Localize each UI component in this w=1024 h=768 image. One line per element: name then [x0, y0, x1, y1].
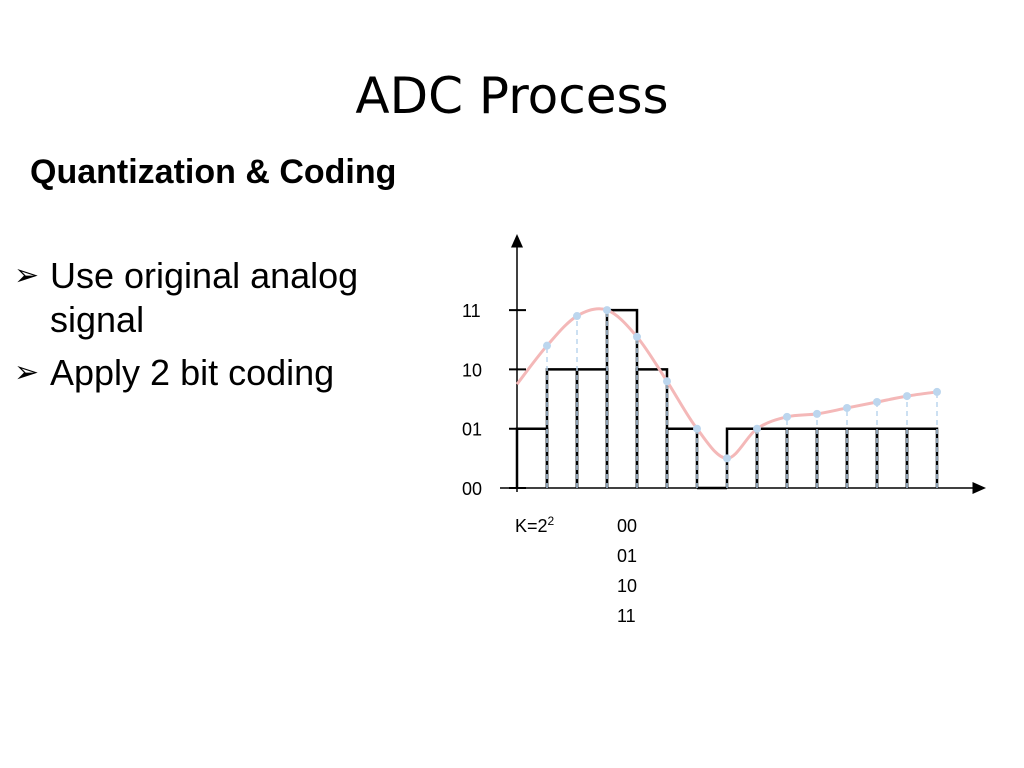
arrow-bullet-icon: ➢: [14, 258, 40, 293]
bullet-item: ➢ Use original analog signal: [14, 254, 414, 342]
sample-point: [543, 341, 551, 350]
quantized-bar: [785, 427, 819, 488]
code-list-item: 10: [617, 576, 637, 596]
k-label: K=22: [515, 514, 555, 536]
k-label-base: K=2: [515, 516, 548, 536]
sample-point: [753, 424, 761, 433]
sample-lines: [546, 310, 938, 488]
quantized-bar: [815, 427, 849, 488]
sample-point: [693, 424, 701, 433]
bullet-list: ➢ Use original analog signal ➢ Apply 2 b…: [14, 254, 414, 404]
y-tick-label: 10: [462, 360, 482, 380]
y-axis-ticks: 00 01 10 11: [462, 301, 526, 499]
y-tick-label: 00: [462, 479, 482, 499]
sample-point: [933, 387, 941, 396]
y-tick-label: 11: [462, 301, 481, 321]
quantized-bar: [635, 368, 669, 488]
sample-point: [873, 398, 881, 407]
sample-point: [843, 403, 851, 412]
bullet-text: Apply 2 bit coding: [50, 352, 335, 393]
sample-point: [723, 454, 731, 463]
section-subtitle: Quantization & Coding: [30, 153, 397, 191]
bullet-text: Use original analog signal: [50, 255, 359, 340]
sample-point: [603, 306, 611, 315]
sample-points: [543, 306, 941, 463]
bullet-item: ➢ Apply 2 bit coding: [14, 351, 414, 395]
quantized-bar: [845, 427, 879, 488]
code-list: 00 01 10 11: [617, 516, 637, 626]
sample-point: [663, 377, 671, 386]
y-tick-label: 01: [462, 420, 482, 440]
arrow-bullet-icon: ➢: [14, 355, 40, 390]
quantized-bar: [875, 427, 909, 488]
sample-point: [903, 392, 911, 401]
quantized-bar: [575, 368, 609, 488]
code-list-item: 00: [617, 516, 637, 536]
quantized-bar: [515, 427, 549, 488]
code-list-item: 01: [617, 546, 637, 566]
sample-point: [633, 332, 641, 341]
quantized-bar: [665, 427, 699, 488]
quantized-bar: [905, 427, 939, 488]
sample-point: [783, 412, 791, 421]
sample-point: [813, 409, 821, 418]
slide-title: ADC Process: [355, 67, 669, 125]
quantized-bar: [755, 427, 789, 488]
sample-point: [573, 312, 581, 321]
quantized-bar: [605, 308, 639, 488]
k-label-exponent: 2: [548, 514, 555, 528]
code-list-item: 11: [617, 606, 636, 626]
quantized-bar: [545, 368, 579, 488]
